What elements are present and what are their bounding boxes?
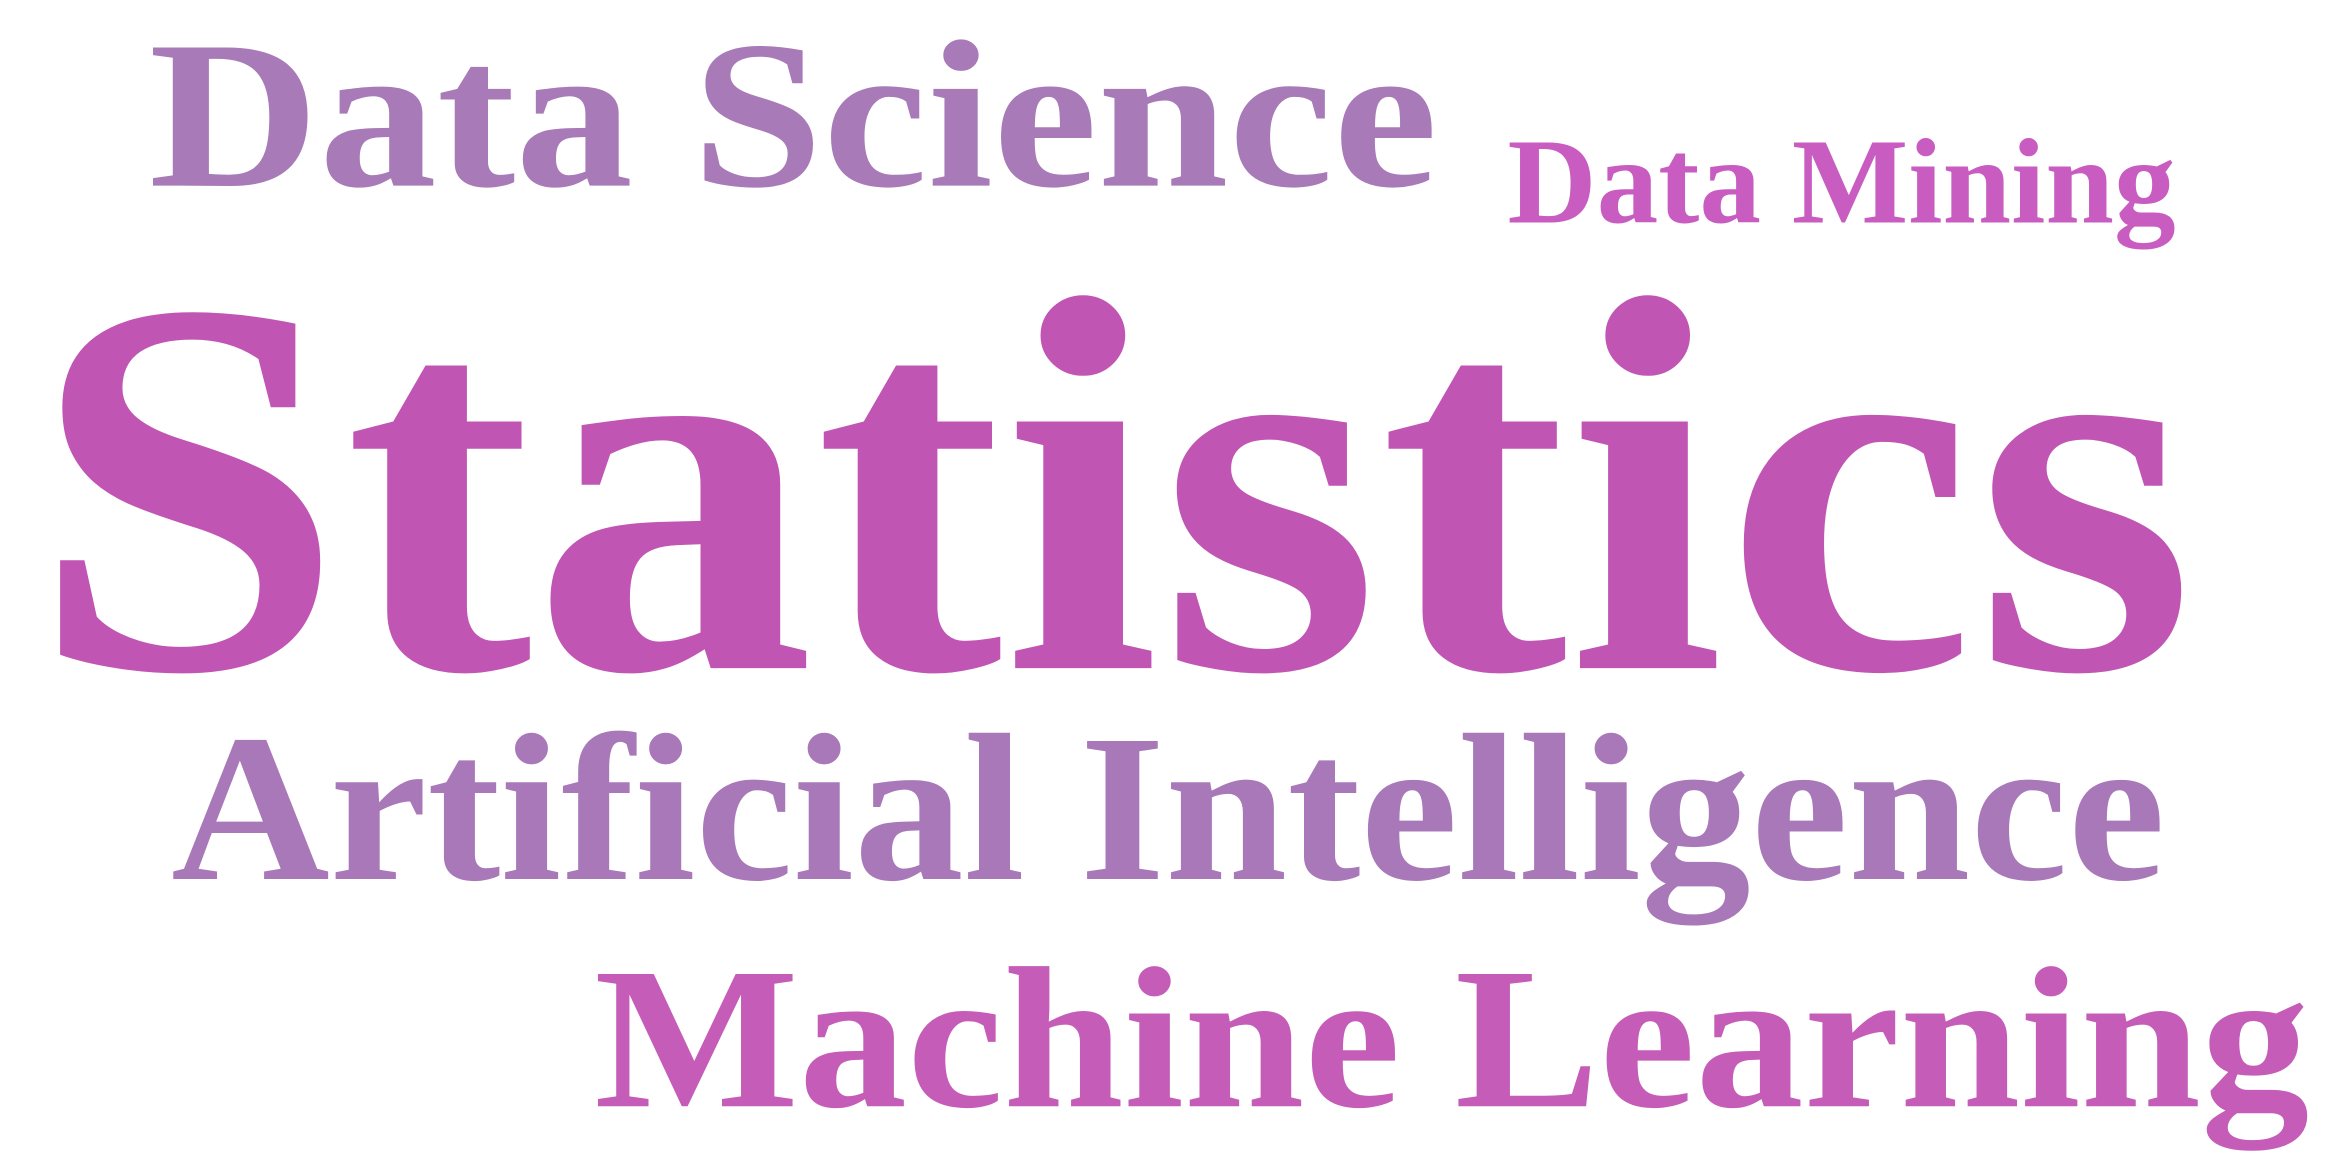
- word: Data Mining: [1507, 116, 2175, 250]
- word: Statistics: [30, 190, 2195, 785]
- word: Machine Learning: [594, 926, 2309, 1150]
- word: Artificial Intelligence: [171, 691, 2165, 925]
- word: Data Science: [149, 0, 1438, 232]
